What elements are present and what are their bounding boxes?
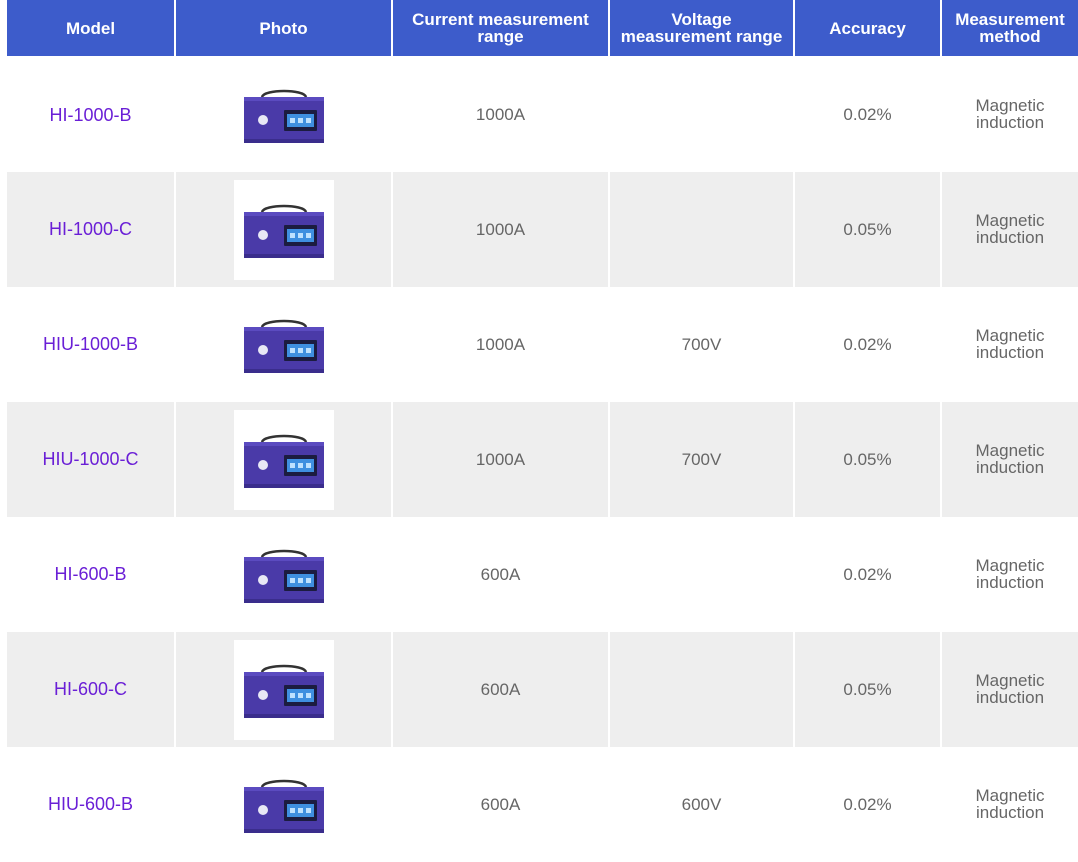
- measurement-method-cell: Magnetic induction: [941, 632, 1078, 747]
- model-link[interactable]: HIU-1000-B: [42, 334, 139, 354]
- accuracy-cell: 0.02%: [794, 517, 942, 632]
- accuracy-cell: 0.02%: [794, 747, 942, 862]
- model-cell: HI-1000-B: [7, 57, 176, 172]
- product-photo[interactable]: [234, 525, 334, 625]
- product-photo[interactable]: [234, 755, 334, 855]
- voltage-range-cell: [609, 172, 795, 287]
- model-link[interactable]: HI-1000-C: [48, 219, 133, 239]
- photo-cell: [175, 287, 393, 402]
- table-row: HIU-600-B: [7, 747, 1078, 862]
- meter-device-icon: [243, 777, 324, 835]
- header-voltage-range: Voltage measurement range: [609, 0, 795, 58]
- model-cell: HI-600-C: [7, 632, 176, 747]
- photo-cell: [175, 172, 393, 287]
- method-text: Magnetic induction: [975, 670, 1045, 707]
- meter-device-icon: [243, 662, 324, 720]
- measurement-method-cell: Magnetic induction: [941, 747, 1078, 862]
- model-cell: HIU-1000-B: [7, 287, 176, 402]
- model-link[interactable]: HI-600-C: [53, 679, 128, 699]
- measurement-method-cell: Magnetic induction: [941, 402, 1078, 517]
- current-range-cell: 1000A: [392, 172, 610, 287]
- product-photo[interactable]: [233, 179, 334, 280]
- photo-cell: [175, 632, 393, 747]
- table-row: HI-1000-C: [7, 172, 1078, 287]
- table-row: HI-600-B: [7, 517, 1078, 632]
- photo-cell: [175, 747, 393, 862]
- model-cell: HI-600-B: [7, 517, 176, 632]
- product-photo[interactable]: [233, 639, 334, 740]
- table-header-row: Model Photo Current measurement range Vo…: [7, 0, 1078, 58]
- model-link[interactable]: HI-1000-B: [49, 104, 132, 125]
- header-measurement-method: Measurement method: [941, 0, 1078, 58]
- voltage-range-cell: [609, 517, 795, 632]
- model-cell: HIU-1000-C: [7, 402, 176, 517]
- accuracy-cell: 0.05%: [794, 402, 942, 517]
- table-body: HI-1000-B: [7, 57, 1078, 862]
- voltage-range-cell: [609, 57, 795, 172]
- voltage-range-cell: 700V: [609, 287, 795, 402]
- accuracy-cell: 0.02%: [794, 287, 942, 402]
- voltage-range-cell: [609, 632, 795, 747]
- table-row: HI-600-C: [7, 632, 1078, 747]
- accuracy-cell: 0.02%: [794, 57, 942, 172]
- meter-device-icon: [243, 317, 324, 375]
- current-range-cell: 1000A: [392, 57, 610, 172]
- meter-device-icon: [243, 87, 324, 145]
- method-text: Magnetic induction: [975, 555, 1045, 592]
- product-photo[interactable]: [233, 409, 334, 510]
- model-cell: HI-1000-C: [7, 172, 176, 287]
- method-text: Magnetic induction: [975, 785, 1045, 822]
- measurement-method-cell: Magnetic induction: [941, 517, 1078, 632]
- meter-device-icon: [243, 432, 324, 490]
- photo-cell: [175, 402, 393, 517]
- table-row: HIU-1000-C: [7, 402, 1078, 517]
- voltage-range-cell: 700V: [609, 402, 795, 517]
- current-range-cell: 1000A: [392, 402, 610, 517]
- method-text: Magnetic induction: [975, 210, 1045, 247]
- table-row: HI-1000-B: [7, 57, 1078, 172]
- method-text: Magnetic induction: [975, 96, 1045, 132]
- model-link[interactable]: HI-600-B: [54, 564, 127, 584]
- product-photo[interactable]: [234, 295, 334, 395]
- header-model: Model: [7, 0, 176, 58]
- model-cell: HIU-600-B: [7, 747, 176, 862]
- product-spec-table: Model Photo Current measurement range Vo…: [7, 0, 1078, 862]
- measurement-method-cell: Magnetic induction: [941, 172, 1078, 287]
- meter-device-icon: [243, 547, 324, 605]
- model-link[interactable]: HIU-1000-C: [42, 449, 139, 469]
- product-table-container: Model Photo Current measurement range Vo…: [7, 0, 1078, 862]
- photo-cell: [175, 57, 393, 172]
- current-range-cell: 600A: [392, 632, 610, 747]
- header-photo: Photo: [175, 0, 393, 58]
- measurement-method-cell: Magnetic induction: [941, 57, 1078, 172]
- method-text: Magnetic induction: [975, 325, 1045, 362]
- measurement-method-cell: Magnetic induction: [941, 287, 1078, 402]
- photo-cell: [175, 517, 393, 632]
- current-range-cell: 600A: [392, 517, 610, 632]
- accuracy-cell: 0.05%: [794, 632, 942, 747]
- current-range-cell: 600A: [392, 747, 610, 862]
- voltage-range-cell: 600V: [609, 747, 795, 862]
- header-current-range: Current measurement range: [392, 0, 610, 58]
- model-link[interactable]: HIU-600-B: [47, 794, 134, 814]
- meter-device-icon: [243, 202, 324, 260]
- accuracy-cell: 0.05%: [794, 172, 942, 287]
- current-range-cell: 1000A: [392, 287, 610, 402]
- header-accuracy: Accuracy: [794, 0, 942, 58]
- method-text: Magnetic induction: [975, 440, 1045, 477]
- product-photo[interactable]: [234, 65, 334, 165]
- table-row: HIU-1000-B: [7, 287, 1078, 402]
